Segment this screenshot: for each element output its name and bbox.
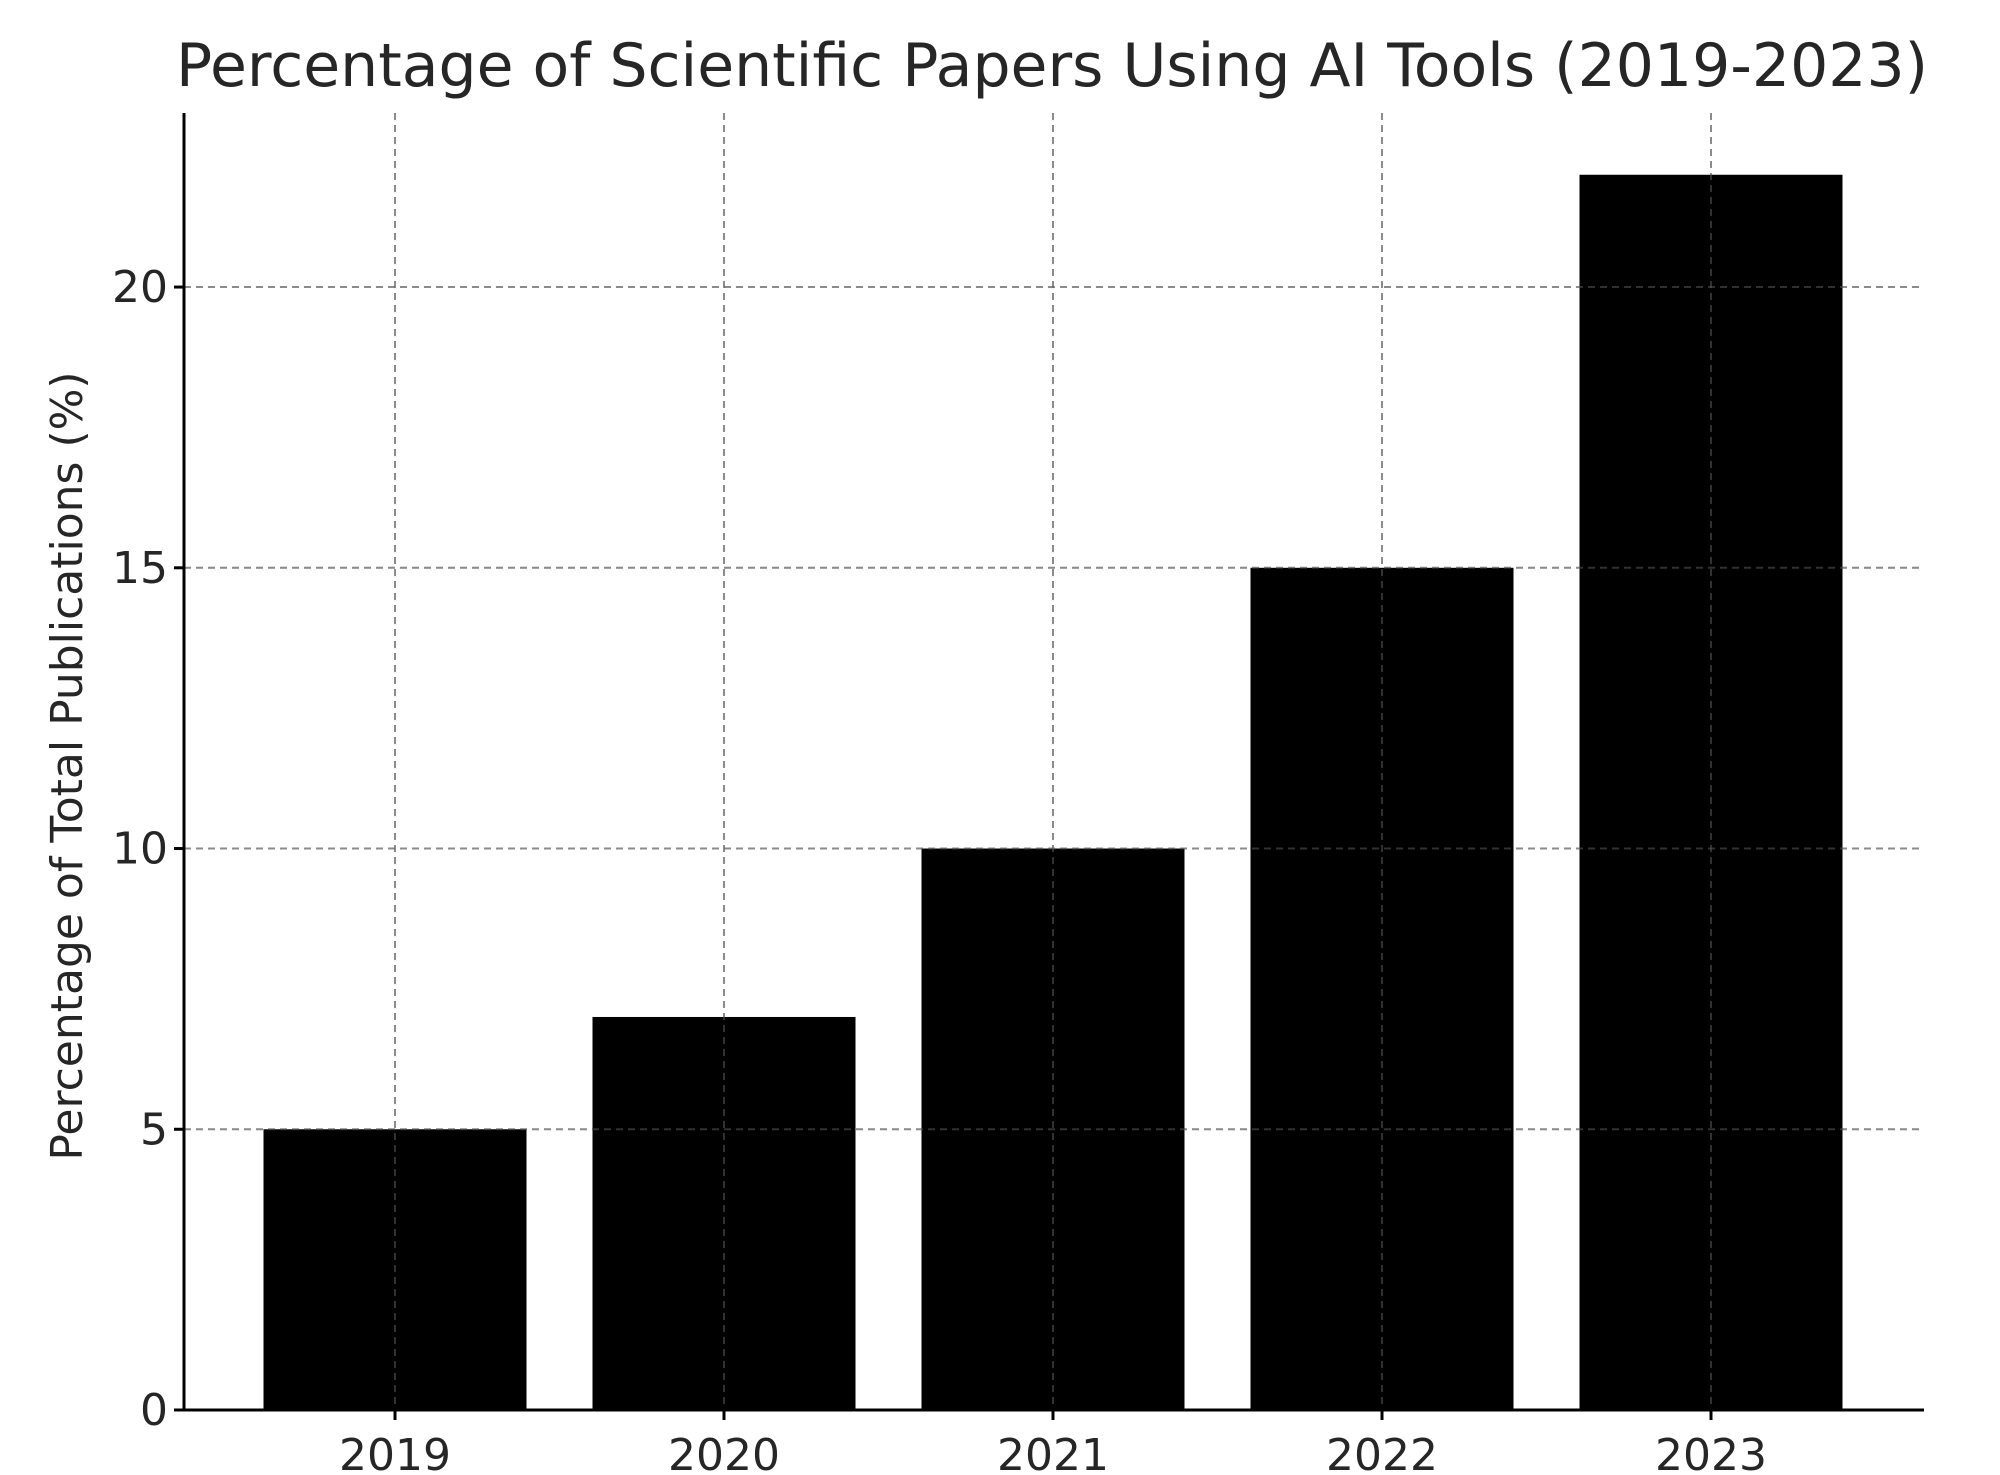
y-tick-label: 20 <box>112 262 168 313</box>
tick-labels: 0 5 10 15 20 2019 2020 2021 2022 2023 <box>112 262 1767 1475</box>
x-tick-label: 2021 <box>997 1430 1109 1471</box>
grid-lines-overlay <box>184 113 1924 1410</box>
y-tick-label: 10 <box>112 824 168 875</box>
bar-2020 <box>592 1016 856 1410</box>
x-tick-label: 2023 <box>1655 1430 1767 1471</box>
y-tick-label: 5 <box>140 1104 168 1155</box>
x-tick-label: 2019 <box>339 1430 451 1471</box>
y-tick-label: 0 <box>140 1385 168 1436</box>
y-tick-label: 15 <box>112 543 168 594</box>
x-tick-label: 2022 <box>1326 1430 1438 1471</box>
bar-2023 <box>1579 174 1843 1410</box>
chart-title: Percentage of Scientific Papers Using AI… <box>176 31 1928 101</box>
x-tick-label: 2020 <box>668 1430 780 1471</box>
y-axis-label: Percentage of Total Publications (%) <box>42 371 93 1160</box>
